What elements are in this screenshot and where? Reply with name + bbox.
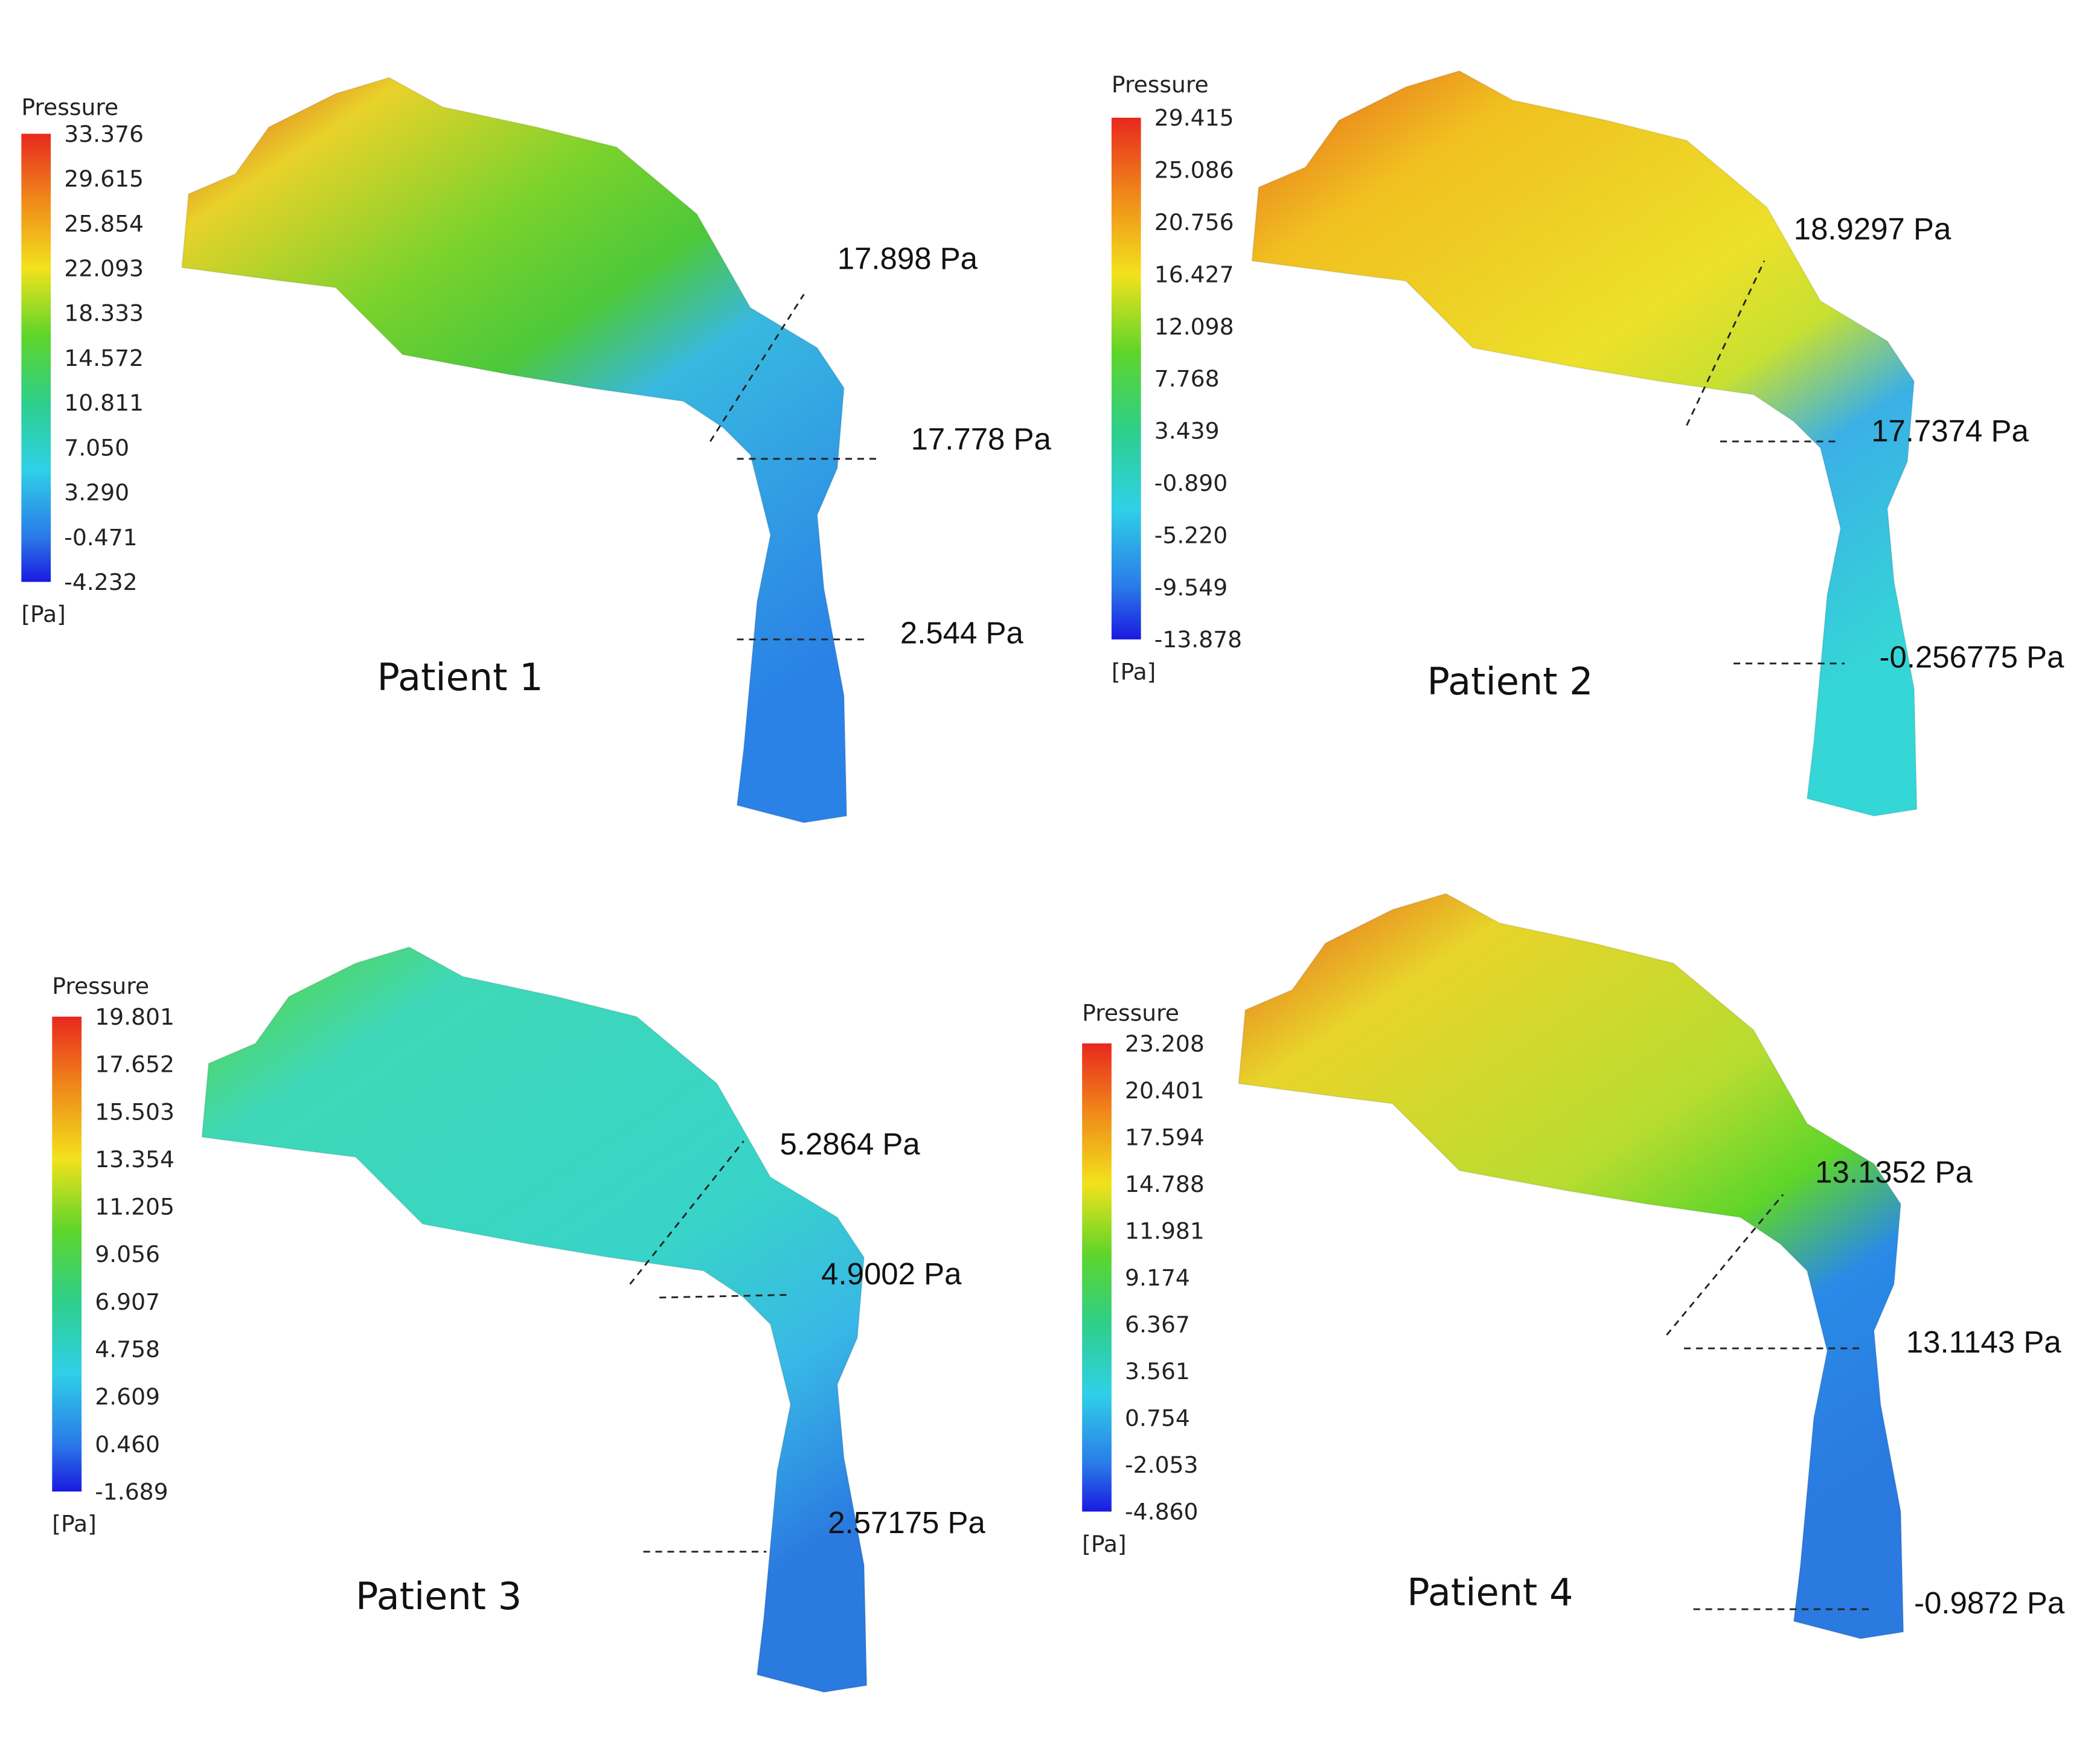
- legend-tick-label: 4.758: [95, 1336, 160, 1363]
- legend-tick-label: 9.174: [1125, 1264, 1190, 1291]
- legend-tick-label: 15.503: [95, 1098, 174, 1125]
- section-pressure: 17.7374 Pa: [1871, 414, 2029, 448]
- section-pressure: 17.778 Pa: [911, 421, 1052, 456]
- legend-tick-label: 25.086: [1154, 157, 1234, 184]
- legend-tick-label: 12.098: [1154, 313, 1234, 340]
- legend-tick-label: -0.471: [64, 524, 137, 551]
- legend-tick-label: 11.981: [1125, 1217, 1205, 1244]
- legend-title: Pressure: [21, 94, 118, 121]
- panel: Pressure 23.208 20.401 17.594 14.788 11.981 9.…: [1082, 892, 2065, 1639]
- legend-tick-label: 11.205: [95, 1194, 174, 1220]
- legend-tick-label: -2.053: [1125, 1452, 1198, 1478]
- patient-label: Patient 4: [1407, 1570, 1573, 1614]
- color-bar: [21, 133, 51, 582]
- section-line: [709, 293, 805, 442]
- patient-label: Patient 3: [356, 1574, 522, 1618]
- color-bar: [52, 1016, 82, 1492]
- legend-tick-label: -9.549: [1154, 574, 1228, 601]
- legend-unit: [Pa]: [21, 601, 65, 627]
- section-pressure: -0.256775 Pa: [1880, 639, 2065, 674]
- legend-tick-label: 13.354: [95, 1146, 174, 1173]
- airway-geometry: [181, 77, 848, 824]
- legend-tick-label: -4.232: [64, 569, 137, 595]
- legend-tick-label: 17.652: [95, 1051, 174, 1078]
- legend-tick-label: 7.768: [1154, 365, 1220, 392]
- color-bar: [1111, 117, 1141, 639]
- airway-geometry: [201, 946, 868, 1693]
- legend-tick-label: 16.427: [1154, 261, 1234, 287]
- legend-tick-label: 3.290: [64, 479, 129, 506]
- panel: Pressure 19.801 17.652 15.503 13.354 11.205 9.…: [52, 946, 985, 1693]
- legend-tick-label: -0.890: [1154, 470, 1228, 496]
- legend-tick-label: -4.860: [1125, 1499, 1198, 1525]
- legend-tick-label: 6.367: [1125, 1311, 1190, 1338]
- legend-tick-label: -5.220: [1154, 522, 1228, 548]
- legend-tick-label: 14.788: [1125, 1171, 1205, 1197]
- section-pressure: -0.9872 Pa: [1914, 1586, 2065, 1620]
- section-pressure: 4.9002 Pa: [821, 1257, 962, 1291]
- legend-tick-label: 0.460: [95, 1431, 160, 1458]
- section-line: [629, 1140, 744, 1285]
- legend-tick-label: 22.093: [64, 255, 144, 281]
- legend-tick-label: 0.754: [1125, 1405, 1190, 1432]
- legend-unit: [Pa]: [1082, 1531, 1126, 1557]
- section-pressure: 5.2864 Pa: [779, 1127, 920, 1161]
- patient-label: Patient 1: [377, 655, 543, 699]
- section-line: [1686, 260, 1765, 426]
- section-pressure: 13.1352 Pa: [1815, 1155, 1973, 1189]
- section-pressure: 13.1143 Pa: [1906, 1325, 2061, 1359]
- legend-title: Pressure: [1082, 999, 1179, 1026]
- legend-tick-label: -1.689: [95, 1478, 168, 1505]
- legend-unit: [Pa]: [52, 1511, 96, 1537]
- patient-label: Patient 2: [1427, 659, 1593, 703]
- legend-tick-label: 7.050: [64, 434, 129, 461]
- section-pressure: 17.898 Pa: [837, 241, 978, 275]
- legend-tick-label: 3.561: [1125, 1358, 1190, 1385]
- section-pressure: 2.544 Pa: [900, 616, 1024, 650]
- color-bar: [1082, 1043, 1112, 1512]
- legend-tick-label: 14.572: [64, 345, 144, 371]
- legend-tick-label: 29.615: [64, 165, 144, 192]
- legend-tick-label: 20.756: [1154, 209, 1234, 235]
- section-line: [1666, 1194, 1784, 1336]
- legend-unit: [Pa]: [1112, 658, 1156, 685]
- legend-tick-label: -13.878: [1154, 626, 1242, 653]
- section-line: [659, 1294, 788, 1299]
- legend-tick-label: 25.854: [64, 210, 144, 237]
- section-pressure: 18.9297 Pa: [1794, 212, 1951, 246]
- legend-tick-label: 33.376: [64, 121, 144, 147]
- legend-tick-label: 9.056: [95, 1241, 160, 1267]
- legend-title: Pressure: [1112, 71, 1209, 98]
- airway-geometry: [1251, 70, 1918, 817]
- legend-tick-label: 6.907: [95, 1289, 160, 1315]
- legend-tick-label: 23.208: [1125, 1030, 1205, 1057]
- legend-tick-label: 29.415: [1154, 104, 1234, 131]
- legend-title: Pressure: [52, 973, 149, 999]
- airway-geometry: [1238, 892, 1904, 1639]
- section-pressure: 2.57175 Pa: [828, 1505, 985, 1540]
- legend-tick-label: 17.594: [1125, 1124, 1205, 1150]
- legend-tick-label: 3.439: [1154, 418, 1220, 444]
- legend-tick-label: 18.333: [64, 300, 144, 327]
- legend-tick-label: 20.401: [1125, 1077, 1205, 1104]
- legend-tick-label: 19.801: [95, 1004, 174, 1030]
- panel: Pressure 29.415 25.086 20.756 16.427 12.098 7.…: [1111, 70, 2065, 817]
- legend-tick-label: 10.811: [64, 389, 144, 416]
- legend-tick-label: 2.609: [95, 1383, 160, 1410]
